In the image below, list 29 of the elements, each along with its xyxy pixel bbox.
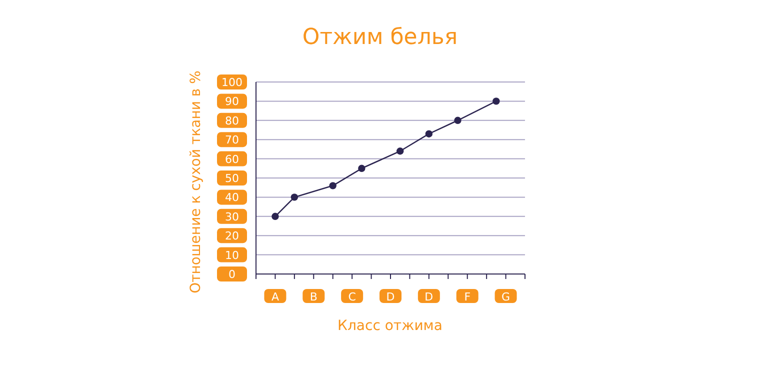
y-tick-label: 70	[225, 134, 239, 147]
y-tick-label: 60	[225, 152, 239, 166]
y-tick-label: 20	[225, 230, 239, 243]
chart-title: Отжим белья	[302, 25, 458, 50]
point	[329, 182, 336, 190]
point	[454, 116, 462, 124]
point	[290, 194, 298, 201]
y-axis-title: Отношение к сухой ткани в %	[188, 70, 204, 294]
x-tick-label: A	[271, 290, 280, 304]
y-tick-label: 40	[225, 191, 239, 204]
x-tick-label: G	[502, 290, 510, 304]
point	[358, 164, 366, 172]
x-tick-label: D	[386, 290, 395, 304]
y-tick-label: 10	[225, 248, 239, 262]
point	[425, 130, 433, 138]
y-tick-label: 100	[222, 76, 242, 89]
y-tick-label: 0	[228, 268, 236, 281]
y-tick-label: 80	[225, 114, 239, 128]
x-tick-label: F	[464, 290, 471, 304]
y-tick-label: 30	[225, 210, 239, 224]
x-tick-label: D	[424, 290, 434, 304]
y-tick-label: 90	[225, 95, 239, 108]
point	[396, 148, 404, 155]
point	[272, 212, 279, 220]
x-tick-label: C	[348, 290, 356, 304]
y-tick-label: 50	[225, 172, 239, 185]
point	[492, 98, 500, 105]
x-tick-label: B	[310, 290, 318, 304]
x-axis-title: Класс отжима	[338, 318, 442, 334]
